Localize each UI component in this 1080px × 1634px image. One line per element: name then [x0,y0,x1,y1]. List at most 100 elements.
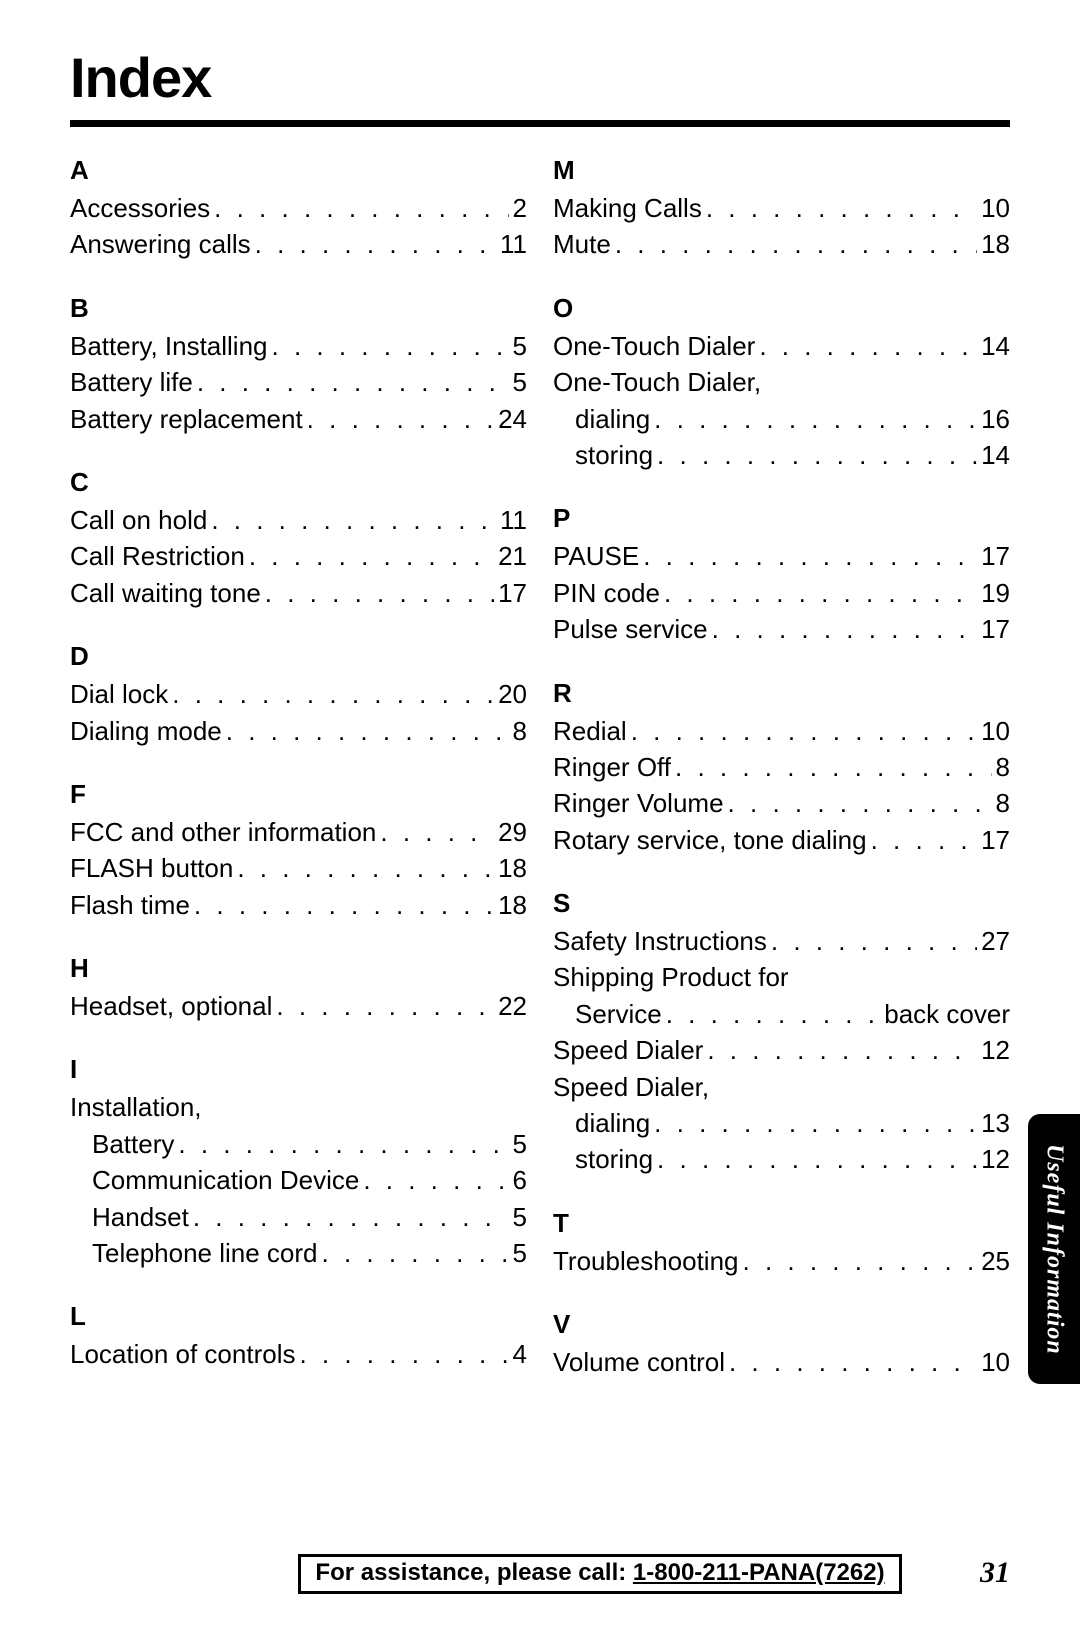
index-page: 10 [981,1344,1010,1380]
manual-index-page: Index AAccessories. . . . . . . . . . . … [0,0,1080,1634]
index-letter: H [70,953,527,984]
index-section: M Making Calls. . . . . . . . . . . . . .… [553,155,1010,263]
index-term: Redial [553,713,627,749]
index-term: dialing [553,1105,650,1141]
index-page: 20 [498,676,527,712]
page-title: Index [70,45,1010,110]
index-term: Headset, optional [70,988,272,1024]
index-letter: C [70,467,527,498]
index-term: FLASH button [70,850,233,886]
index-entry: Accessories. . . . . . . . . . . . . . .… [70,190,527,226]
index-page: 11 [500,502,527,538]
assistance-phone: 1-800-211-PANA(7262) [633,1559,885,1586]
index-term: Mute [553,226,611,262]
index-term: dialing [553,401,650,437]
dot-leader: . . . . . . . . . . . . . . . . . . . . … [631,713,977,749]
index-page: 22 [498,988,527,1024]
index-entry: Call Restriction. . . . . . . . . . . . … [70,538,527,574]
index-entry: Battery, Installing. . . . . . . . . . .… [70,328,527,364]
dot-leader: . . . . . . . . . . . . . . . . . . . . … [307,401,494,437]
dot-leader: . . . . . . . . . . . . . . . . . . . . … [707,1032,977,1068]
index-page: 17 [981,822,1010,858]
page-number: 31 [980,1556,1010,1590]
index-term: Making Calls [553,190,702,226]
dot-leader: . . . . . . . . . . . . . . . . . . . . … [759,328,977,364]
index-entry: Headset, optional. . . . . . . . . . . .… [70,988,527,1024]
dot-leader: . . . . . . . . . . . . . . . . . . . . … [654,1105,977,1141]
assistance-box: For assistance, please call: 1-800-211-P… [298,1554,901,1594]
index-term: Troubleshooting [553,1243,739,1279]
index-term: Volume control [553,1344,725,1380]
index-term: Installation, [70,1089,202,1125]
index-page: 16 [981,401,1010,437]
dot-leader: . . . . . . . . . . . . . . . . . . . . … [178,1126,508,1162]
index-entry: PAUSE. . . . . . . . . . . . . . . . . .… [553,538,1010,574]
dot-leader: . . . . . . . . . . . . . . . . . . . . … [743,1243,978,1279]
index-entry: FLASH button. . . . . . . . . . . . . . … [70,850,527,886]
side-tab: Useful Information [1028,1114,1080,1384]
index-page: 25 [981,1243,1010,1279]
index-columns: AAccessories. . . . . . . . . . . . . . … [70,155,1010,1411]
index-letter: I [70,1054,527,1085]
index-term: Service [553,996,662,1032]
index-term: Dial lock [70,676,168,712]
index-page: 5 [513,1235,527,1271]
index-page: 17 [498,575,527,611]
index-page: 4 [513,1336,527,1372]
index-letter: O [553,293,1010,324]
index-term: Call Restriction [70,538,245,574]
dot-leader: . . . . . . . . . . . . . . . . . . . . … [729,1344,977,1380]
index-entry: Location of controls. . . . . . . . . . … [70,1336,527,1372]
index-term: Ringer Off [553,749,671,785]
dot-leader: . . . . . . . . . . . . . . . . . . . . … [657,437,977,473]
index-section: DDial lock. . . . . . . . . . . . . . . … [70,641,527,749]
index-section: VVolume control. . . . . . . . . . . . .… [553,1309,1010,1380]
index-entry: dialing. . . . . . . . . . . . . . . . .… [553,401,1010,437]
index-page: 12 [981,1032,1010,1068]
index-term: Location of controls [70,1336,295,1372]
index-column-left: AAccessories. . . . . . . . . . . . . . … [70,155,527,1411]
index-letter: M [553,155,1010,186]
index-entry: storing. . . . . . . . . . . . . . . . .… [553,437,1010,473]
index-entry: One-Touch Dialer, [553,364,1010,400]
index-term: Call on hold [70,502,207,538]
dot-leader: . . . . . . . . . . . . . . . . . . . . … [675,749,992,785]
index-letter: B [70,293,527,324]
index-section: SSafety Instructions. . . . . . . . . . … [553,888,1010,1178]
index-letter: F [70,779,527,810]
index-letter: T [553,1208,1010,1239]
index-entry: Battery replacement. . . . . . . . . . .… [70,401,527,437]
index-letter: R [553,678,1010,709]
assistance-prefix: For assistance, please call: [315,1559,633,1586]
dot-leader: . . . . . . . . . . . . . . . . . . . . … [193,1199,509,1235]
dot-leader: . . . . . . . . . . . . . . . . . . . . … [728,785,992,821]
index-column-right: MMaking Calls. . . . . . . . . . . . . .… [553,155,1010,1411]
index-entry: Volume control. . . . . . . . . . . . . … [553,1344,1010,1380]
index-page: 17 [981,611,1010,647]
index-page: 29 [498,814,527,850]
index-page: 14 [981,437,1010,473]
index-term: Pulse service [553,611,708,647]
index-term: Call waiting tone [70,575,261,611]
index-entry: Answering calls. . . . . . . . . . . . .… [70,226,527,262]
index-term: Battery replacement [70,401,303,437]
index-page: 5 [513,1126,527,1162]
index-page: 18 [981,226,1010,262]
dot-leader: . . . . . . . . . . . . . . . . . . . . … [664,575,977,611]
index-entry: Telephone line cord. . . . . . . . . . .… [70,1235,527,1271]
index-entry: Redial. . . . . . . . . . . . . . . . . … [553,713,1010,749]
index-page: 27 [981,923,1010,959]
index-section: OOne-Touch Dialer. . . . . . . . . . . .… [553,293,1010,474]
index-entry: Making Calls. . . . . . . . . . . . . . … [553,190,1010,226]
dot-leader: . . . . . . . . . . . . . . . . . . . . … [211,502,496,538]
dot-leader: . . . . . . . . . . . . . . . . . . . . … [299,1336,508,1372]
index-page: 13 [981,1105,1010,1141]
index-section: B Battery, Installing. . . . . . . . . . … [70,293,527,437]
dot-leader: . . . . . . . . . . . . . . . . . . . . … [322,1235,509,1271]
dot-leader: . . . . . . . . . . . . . . . . . . . . … [197,364,509,400]
dot-leader: . . . . . . . . . . . . . . . . . . . . … [214,190,508,226]
index-entry: Installation, [70,1089,527,1125]
dot-leader: . . . . . . . . . . . . . . . . . . . . … [249,538,494,574]
index-section: IInstallation,Battery. . . . . . . . . .… [70,1054,527,1271]
title-rule [70,120,1010,127]
